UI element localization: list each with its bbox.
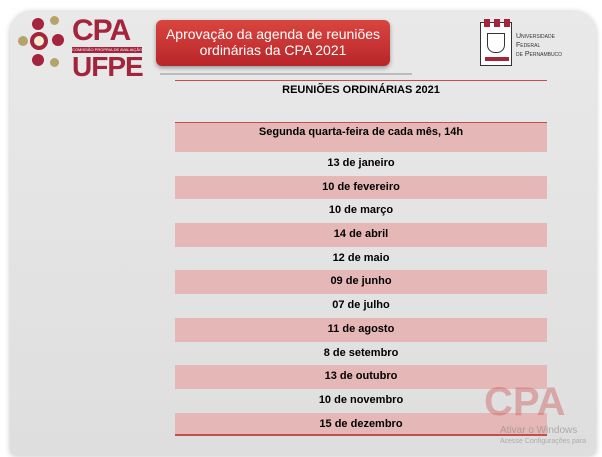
university-line2: Federal — [516, 42, 541, 49]
table-row: 09 de junho — [175, 270, 547, 295]
cpa-watermark: CPA — [484, 380, 566, 424]
table-row: 12 de maio — [332, 251, 390, 264]
activate-line2: Acesse Configurações para — [500, 438, 586, 445]
table-header: Segunda quarta-feira de cada mês, 14h — [175, 122, 547, 152]
logo-ufpe: UFPE — [72, 51, 144, 82]
activate-windows-notice: Ativar o Windows Acesse Configurações pa… — [500, 425, 586, 446]
crest-icon — [480, 19, 512, 66]
table-row: 10 de novembro — [318, 393, 404, 406]
table-row: 07 de julho — [332, 299, 390, 312]
table-row: 10 de fevereiro — [175, 175, 547, 200]
cpa-ufpe-logo: CPA COMISSÃO PRÓPRIA DE AVALIAÇÃO UFPE — [14, 12, 144, 81]
table-row: 14 de abril — [175, 223, 547, 247]
ufpe-logo: Universidade Federal de Pernambuco — [480, 19, 590, 72]
university-line3: de Pernambuco — [516, 51, 563, 58]
slide-title: Aprovação da agenda de reuniões ordinári… — [156, 20, 390, 66]
table-row: 13 de janeiro — [327, 157, 395, 169]
meetings-table: Segunda quarta-feira de cada mês, 14h 13… — [175, 122, 547, 437]
table-row: 11 de agosto — [175, 317, 547, 342]
university-line1: Universidade — [516, 33, 555, 40]
table-row: 10 de março — [328, 204, 394, 217]
logo-cpa: CPA — [72, 14, 131, 47]
section-title: REUNIÕES ORDINÁRIAS 2021 — [282, 84, 440, 96]
table-row: 8 de setembro — [323, 346, 399, 359]
table-row: 13 de outubro — [175, 365, 547, 389]
activate-line1: Ativar o Windows — [500, 425, 578, 436]
logo-subtitle: COMISSÃO PRÓPRIA DE AVALIAÇÃO — [72, 47, 142, 53]
divider — [160, 73, 412, 75]
divider — [175, 80, 547, 81]
table-row: 15 de dezembro — [175, 412, 547, 437]
